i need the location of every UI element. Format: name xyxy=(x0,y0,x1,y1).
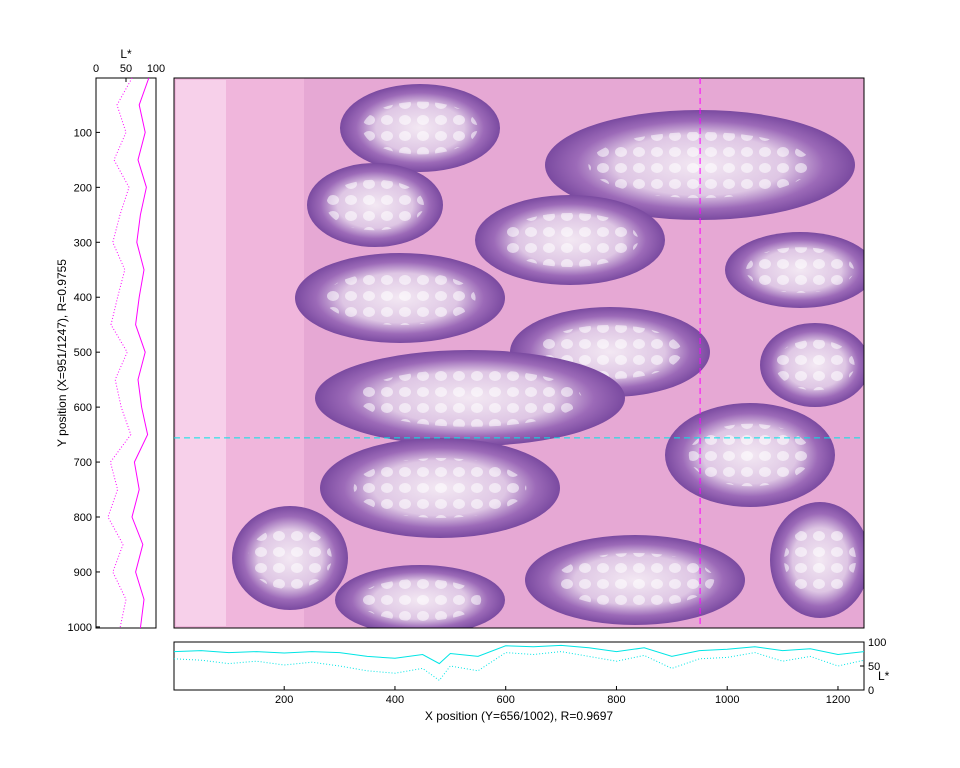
y-profile-ylabel: Y position (X=951/1247), R=0.9755 xyxy=(55,259,69,447)
crypt-cells-4 xyxy=(746,247,854,293)
x-profile-ytick-label-1: 50 xyxy=(868,661,880,673)
x-profile-plot: 200 400 600 800 1000 1200 0 50 100 X position (Y… xyxy=(173,637,890,723)
x-profile-xtick-label-5: 1200 xyxy=(826,694,850,706)
crypt-cells-13 xyxy=(784,525,856,595)
histology-image xyxy=(174,78,864,628)
x-profile-xtick-label-2: 600 xyxy=(497,694,515,706)
x-profile-series-dotted xyxy=(173,651,865,682)
x-profile-frame xyxy=(173,641,865,691)
y-profile-ytick-label-8: 900 xyxy=(74,567,92,579)
x-profile-ytick-label-0: 0 xyxy=(868,685,874,697)
y-profile-ytick-label-6: 700 xyxy=(74,457,92,469)
y-profile-xtick-label-0: 0 xyxy=(93,63,99,75)
x-profile-xtick-label-3: 800 xyxy=(607,694,625,706)
y-profile-ytick-label-2: 300 xyxy=(74,237,92,249)
x-profile-xtick-label-4: 1000 xyxy=(715,694,739,706)
x-profile-xlabel: X position (Y=656/1002), R=0.9697 xyxy=(425,709,613,723)
crypt-cells-11 xyxy=(248,526,332,590)
crypt-cells-10 xyxy=(353,458,527,518)
y-profile-ytick-label-1: 200 xyxy=(74,182,92,194)
crypt-cells-9 xyxy=(688,423,812,487)
y-profile-ytick-label-0: 100 xyxy=(74,127,92,139)
crypt-cells-5 xyxy=(324,271,476,325)
crypt-cells-12 xyxy=(555,553,715,607)
crypt-cells-2 xyxy=(326,179,424,231)
y-profile-frame xyxy=(95,77,157,629)
y-profile-ytick-label-5: 600 xyxy=(74,402,92,414)
y-profile-series-solid xyxy=(131,77,150,629)
x-profile-series-solid xyxy=(173,644,865,665)
y-profile-ytick-label-4: 500 xyxy=(74,347,92,359)
y-profile-xtick-label-2: 100 xyxy=(147,63,165,75)
x-profile-xtick-label-0: 200 xyxy=(275,694,293,706)
crypt-cells-1 xyxy=(588,132,812,198)
y-profile-ytick-label-7: 800 xyxy=(74,512,92,524)
y-profile-ytick-label-3: 400 xyxy=(74,292,92,304)
crypt-cells-0 xyxy=(362,101,478,155)
crypt-cells-14 xyxy=(358,579,482,621)
crypt-cells-3 xyxy=(501,213,639,267)
y-profile-ytick-label-9: 1000 xyxy=(68,622,92,634)
x-profile-ylabel: L* xyxy=(878,669,890,683)
y-profile-xlabel: L* xyxy=(120,47,132,61)
crypt-cells-8 xyxy=(358,369,582,427)
y-profile-plot: 0 50 100 100 200 300 400 500 600 700 800 900 1000 L*… xyxy=(55,47,165,634)
x-profile-ytick-label-2: 100 xyxy=(868,637,886,649)
image-frame xyxy=(173,77,865,629)
y-profile-xtick-label-1: 50 xyxy=(120,63,132,75)
crypt-cells-7 xyxy=(775,339,855,391)
x-profile-xtick-label-1: 400 xyxy=(386,694,404,706)
